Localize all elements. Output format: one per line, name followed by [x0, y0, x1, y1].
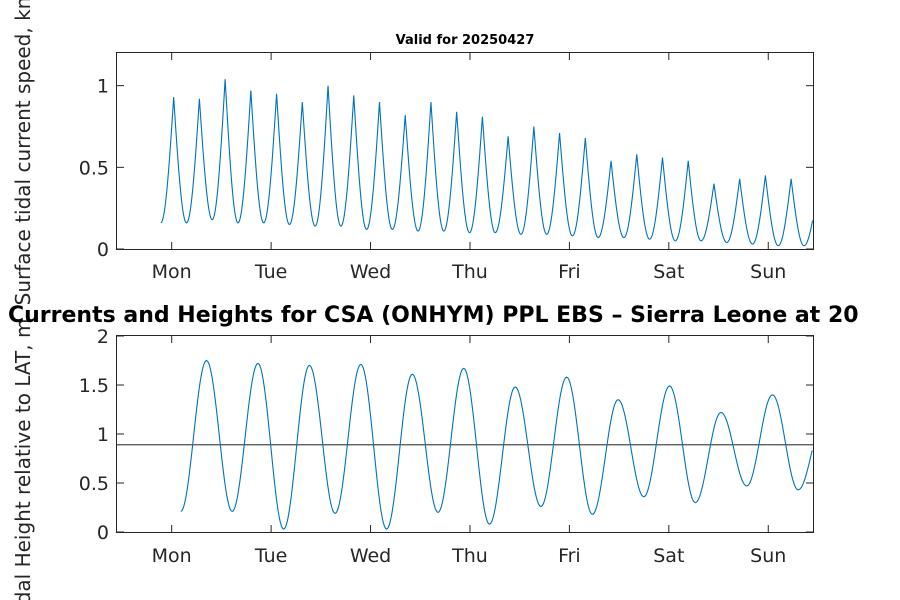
- height-y-tick-label: 0.5: [79, 473, 109, 495]
- height-x-tick-label-fri: Fri: [558, 545, 581, 567]
- height-x-tick-label-sun: Sun: [750, 545, 786, 567]
- height-y-tick-label: 1.5: [79, 375, 109, 397]
- height-y-ticks: 0 0.5 1 1.5 2: [79, 326, 813, 544]
- height-plot-area: [116, 335, 814, 533]
- height-x-tick-label-mon: Mon: [152, 545, 192, 567]
- current-y-ticks: 00.51: [79, 76, 813, 261]
- tidal-height-panel: 0 0.5 1 1.5 2 Mon Tue Wed Thu Fri Sat Sun Tidal He…: [11, 319, 814, 600]
- current-speed-series-line: [160, 79, 814, 247]
- current-x-tick-label-mon: Mon: [152, 261, 192, 283]
- current-panel-title: Valid for 20250427: [396, 33, 535, 48]
- height-x-tick-label-tue: Tue: [254, 545, 287, 567]
- current-y-tick-label: 0: [97, 239, 109, 261]
- height-x-tick-label-wed: Wed: [350, 545, 391, 567]
- current-x-tick-label-sun: Sun: [750, 261, 786, 283]
- tidal-height-series-line: [180, 359, 813, 530]
- current-x-tick-label-sat: Sat: [653, 261, 684, 283]
- current-x-ticks: Mon Tue Wed Thu Fri Sat Sun: [152, 53, 786, 283]
- current-speed-panel: Valid for 20250427 00.51 Mon Tue Wed Thu Fri…: [11, 0, 814, 305]
- current-x-tick-label-thu: Thu: [451, 261, 488, 283]
- current-x-tick-label-wed: Wed: [350, 261, 391, 283]
- height-x-ticks: Mon Tue Wed Thu Fri Sat Sun: [152, 336, 786, 567]
- height-y-tick-label: 0: [97, 522, 109, 544]
- current-x-tick-label-fri: Fri: [558, 261, 581, 283]
- current-x-tick-label-tue: Tue: [254, 261, 287, 283]
- height-y-tick-label: 1: [97, 424, 109, 446]
- current-y-axis-label: Surface tidal current speed, kn: [11, 0, 35, 305]
- current-y-tick-label: 1: [97, 76, 109, 98]
- height-y-tick-label: 2: [97, 326, 109, 348]
- current-y-tick-label: 0.5: [79, 157, 109, 179]
- figure-title: Currents and Heights for CSA (ONHYM) PPL…: [8, 303, 859, 328]
- height-y-axis-label: Tidal Height relative to LAT, m: [11, 319, 35, 600]
- height-x-tick-label-sat: Sat: [653, 545, 684, 567]
- height-x-tick-label-thu: Thu: [451, 545, 488, 567]
